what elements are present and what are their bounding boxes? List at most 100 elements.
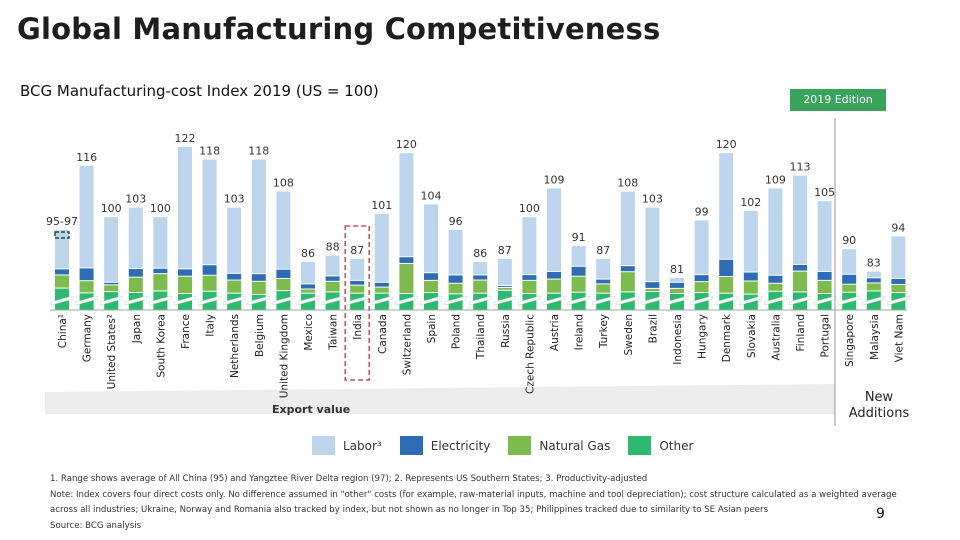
category-label: Indonesia <box>672 314 684 365</box>
category-label: Italy <box>205 314 217 337</box>
axis-break-mark <box>149 295 172 306</box>
bar-segment-electricity <box>276 269 291 278</box>
data-label: 105 <box>814 186 835 199</box>
bar-segment-labor <box>276 191 291 269</box>
bar-segment-electricity <box>301 284 315 289</box>
bar-segment-labor <box>719 153 734 259</box>
category-label: South Korea <box>155 314 167 378</box>
data-label: 118 <box>199 145 220 158</box>
bar-segment-natural_gas <box>719 277 734 293</box>
bar-segment-labor <box>497 258 512 285</box>
bar-segment-natural_gas <box>620 272 635 292</box>
bar-segment-labor <box>227 207 242 273</box>
category-label: France <box>180 314 192 349</box>
new-additions-line2: Additions <box>848 406 910 421</box>
category-label: Viet Nam <box>893 314 905 362</box>
bar-segment-natural_gas <box>891 285 906 293</box>
bar-segment-electricity <box>842 274 857 284</box>
category-label: Australia <box>770 314 782 360</box>
bar-segment-labor <box>743 210 758 272</box>
category-label: Netherlands <box>229 314 241 378</box>
bar-segment-electricity <box>178 269 192 276</box>
bar-segment-natural_gas <box>55 275 69 288</box>
data-label: 118 <box>248 145 269 158</box>
data-label: 86 <box>301 247 315 260</box>
axis-break-mark <box>542 295 566 306</box>
category-label: Japan <box>131 314 143 344</box>
bar-segment-electricity <box>596 279 611 284</box>
category-label: Turkey <box>598 314 610 349</box>
bar-segment-electricity <box>55 269 69 275</box>
bar-segment-labor <box>620 191 635 266</box>
data-label: 90 <box>842 234 856 247</box>
data-label: 120 <box>716 138 737 151</box>
bar-segment-natural_gas <box>743 281 758 294</box>
bar-segment-electricity <box>374 282 389 287</box>
chart-legend: Labor³ Electricity Natural Gas Other <box>312 436 711 455</box>
data-label: 100 <box>150 202 171 215</box>
axis-break-mark <box>493 295 517 306</box>
axis-break-mark <box>813 295 836 306</box>
bar-segment-natural_gas <box>596 284 611 293</box>
category-label: Thailand <box>475 314 487 360</box>
axis-break-mark <box>764 295 787 306</box>
category-label: Finland <box>795 314 807 352</box>
bar-segment-labor <box>399 153 414 257</box>
export-value-label: Export value <box>272 403 351 416</box>
bar-segment-labor <box>424 204 438 273</box>
category-label: United States² <box>106 314 118 389</box>
bar-segment-labor <box>670 278 684 282</box>
bar-segment-labor <box>128 207 143 269</box>
bar-segment-natural_gas <box>522 280 537 293</box>
bar-segment-labor <box>891 236 906 278</box>
footnote-note: Note: Index covers four direct costs onl… <box>50 489 897 516</box>
axis-break-mark <box>591 295 615 306</box>
category-label: Switzerland <box>401 314 413 375</box>
bar-segment-natural_gas <box>178 276 192 293</box>
footnote-1: 1. Range shows average of All China (95)… <box>50 474 648 484</box>
page-title: Global Manufacturing Competitiveness <box>17 12 661 46</box>
bar-segment-natural_gas <box>670 288 684 293</box>
axis-break-mark <box>616 295 640 306</box>
bar-segment-labor <box>251 159 266 274</box>
category-label: Sweden <box>623 314 635 356</box>
data-label: 116 <box>76 151 97 164</box>
bar-segment-natural_gas <box>571 276 586 292</box>
bar-segment-labor <box>768 188 783 275</box>
bar-segment-labor <box>301 262 315 284</box>
bar-segment-electricity <box>202 265 217 275</box>
bar-segment-labor <box>793 175 807 264</box>
bar-segment-natural_gas <box>497 287 512 290</box>
bar-segment-natural_gas <box>793 271 807 292</box>
axis-break-mark <box>837 295 861 306</box>
category-label: Czech Republic <box>524 314 536 394</box>
bar-segment-electricity <box>620 266 635 272</box>
bar-segment-labor <box>645 207 660 282</box>
bar-segment-electricity <box>694 275 709 282</box>
data-label: 122 <box>175 132 196 145</box>
data-label: 104 <box>421 189 442 202</box>
axis-break-mark <box>222 295 246 306</box>
highlight-box <box>344 225 370 381</box>
axis-break-mark <box>395 295 418 306</box>
data-label: 87 <box>596 244 610 257</box>
axis-break-mark <box>198 295 221 306</box>
bar-segment-electricity <box>325 276 340 281</box>
bar-segment-natural_gas <box>251 281 266 294</box>
export-value-wedge <box>45 384 835 414</box>
bar-segment-labor <box>79 166 94 268</box>
axis-break-mark <box>296 295 320 306</box>
bar-segment-natural_gas <box>276 278 291 291</box>
category-label: Slovakia <box>746 314 758 358</box>
data-label: 87 <box>498 244 512 257</box>
axis-break-mark <box>124 295 148 306</box>
bar-segment-labor <box>104 217 119 282</box>
bar-segment-electricity <box>251 274 266 281</box>
data-label: 100 <box>519 202 540 215</box>
bar-segment-natural_gas <box>768 283 783 291</box>
bar-segment-labor <box>596 258 611 279</box>
bar-segment-electricity <box>128 269 143 277</box>
axis-break-mark <box>665 295 689 306</box>
bar-segment-natural_gas <box>128 277 143 293</box>
bar-segment-electricity <box>817 271 832 280</box>
